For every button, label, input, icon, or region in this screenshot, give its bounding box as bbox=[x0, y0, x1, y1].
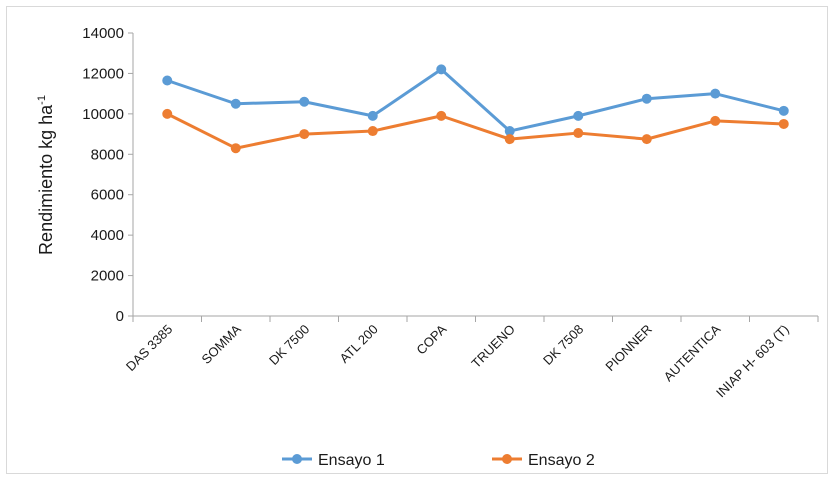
series-line-2 bbox=[166, 112, 784, 150]
data-point-series-1 bbox=[641, 93, 652, 104]
data-point-series-2 bbox=[710, 115, 721, 126]
x-category-label: ATL 200 bbox=[337, 322, 381, 366]
x-category-label: SOMMA bbox=[199, 321, 245, 367]
data-point-series-2 bbox=[162, 108, 173, 119]
data-point-series-2 bbox=[230, 143, 241, 154]
series-layer bbox=[162, 64, 789, 154]
x-category-label: DK 7500 bbox=[266, 322, 312, 368]
data-point-series-2 bbox=[299, 129, 310, 140]
data-point-series-2 bbox=[367, 126, 378, 137]
legend-marker-1 bbox=[292, 454, 302, 464]
data-point-series-1 bbox=[573, 110, 584, 121]
data-point-series-1 bbox=[504, 126, 515, 137]
y-tick-label: 12000 bbox=[82, 65, 124, 82]
data-point-series-2 bbox=[573, 128, 584, 139]
legend-marker-2 bbox=[502, 454, 512, 464]
series-line-1 bbox=[166, 67, 785, 133]
y-tick-label: 2000 bbox=[91, 268, 124, 285]
x-category-label: COPA bbox=[413, 321, 449, 357]
y-tick-label: 8000 bbox=[91, 146, 124, 163]
x-category-label: INIAP H- 603 (T) bbox=[713, 322, 792, 401]
x-category-label: DK 7508 bbox=[540, 322, 586, 368]
data-point-series-2 bbox=[436, 110, 447, 121]
x-category-label: PIONNER bbox=[602, 322, 654, 374]
y-axis: 0 2000 4000 6000 8000 10000 12000 14000 bbox=[82, 25, 134, 325]
data-point-series-2 bbox=[641, 134, 652, 145]
legend: Ensayo 1 Ensayo 2 bbox=[282, 452, 595, 469]
data-point-series-1 bbox=[710, 88, 721, 99]
data-point-series-2 bbox=[504, 134, 515, 145]
y-tick-label: 4000 bbox=[91, 227, 124, 244]
data-point-series-2 bbox=[778, 118, 789, 129]
data-point-series-1 bbox=[299, 96, 310, 107]
legend-label-1: Ensayo 1 bbox=[318, 452, 385, 469]
data-point-series-1 bbox=[436, 64, 447, 75]
y-tick-label: 14000 bbox=[82, 25, 124, 42]
data-point-series-1 bbox=[162, 75, 173, 86]
x-category-label: DAS 3385 bbox=[123, 322, 176, 375]
y-axis-label: Rendimiento kg ha-1 bbox=[36, 95, 56, 255]
y-tick-label: 6000 bbox=[91, 187, 124, 204]
legend-label-2: Ensayo 2 bbox=[528, 452, 595, 469]
x-category-label: TRUENO bbox=[468, 322, 517, 371]
data-point-series-1 bbox=[778, 105, 789, 116]
data-point-series-1 bbox=[230, 98, 241, 109]
x-category-label: AUTENTICA bbox=[661, 321, 724, 384]
data-point-series-1 bbox=[367, 110, 378, 121]
chart-frame bbox=[6, 6, 828, 474]
x-axis: DAS 3385 SOMMA DK 7500 ATL 200 COPA TRUENO DK … bbox=[123, 315, 819, 401]
y-tick-label: 10000 bbox=[82, 106, 124, 123]
y-tick-label: 0 bbox=[116, 308, 124, 325]
